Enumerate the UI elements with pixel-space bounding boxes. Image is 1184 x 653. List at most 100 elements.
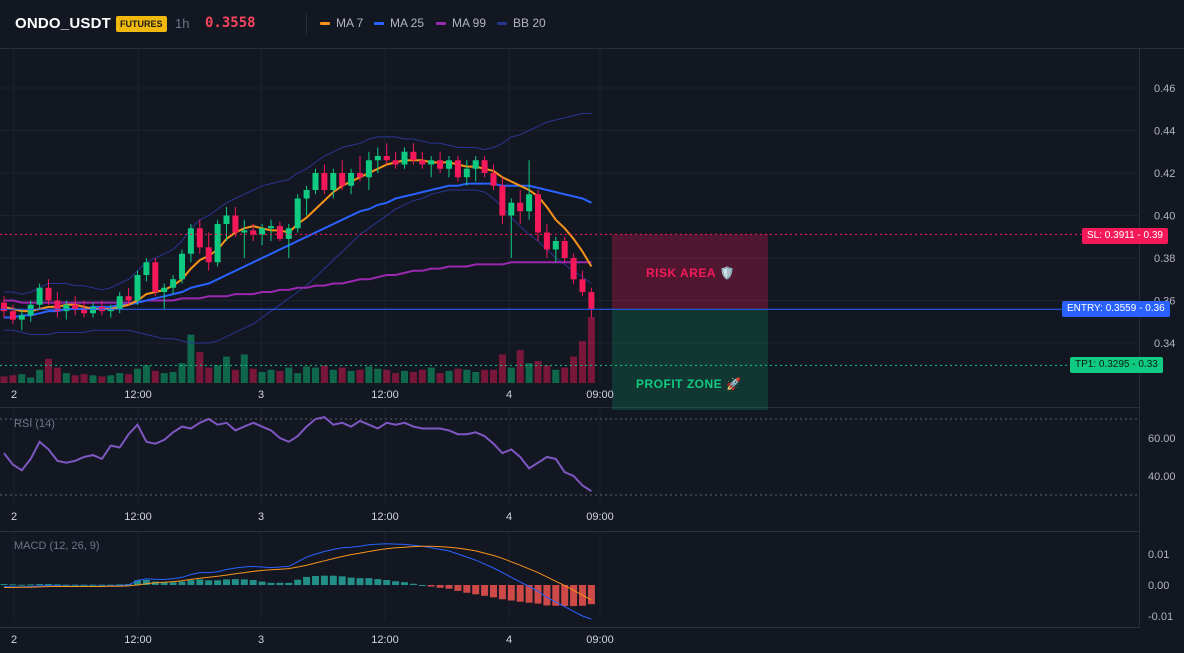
bb-lower-line — [4, 189, 592, 344]
candle — [339, 160, 346, 190]
time-tick-label: 12:00 — [371, 634, 399, 646]
macd-histogram-bar — [249, 580, 257, 585]
legend-bb20[interactable]: BB 20 — [497, 16, 546, 30]
macd-histogram-bar — [267, 582, 275, 585]
volume-bar — [303, 366, 311, 383]
volume-bar — [45, 358, 52, 383]
candle-body — [143, 262, 150, 275]
macd-histogram-bar — [409, 583, 417, 585]
volume-bar — [27, 377, 35, 383]
candle-body — [383, 156, 390, 161]
time-tick-label: 09:00 — [586, 634, 614, 646]
macd-histogram-bar — [53, 584, 61, 586]
candle — [268, 219, 274, 241]
macd-histogram-bar — [481, 585, 489, 596]
candle-body — [419, 160, 426, 165]
volume-bar — [142, 365, 150, 383]
volume-bar — [276, 370, 284, 383]
volume-bar — [178, 363, 186, 383]
candle — [410, 143, 417, 165]
macd-histogram-bar — [365, 578, 373, 585]
candle-body — [365, 160, 372, 178]
time-tick-label: 2 — [11, 389, 17, 401]
macd-histogram-bar — [401, 582, 408, 585]
candle-body — [187, 228, 194, 254]
trade-zones — [612, 234, 768, 410]
time-tick-label: 2 — [11, 634, 17, 646]
time-tick-label: 3 — [258, 634, 264, 646]
candle-body — [303, 190, 310, 199]
volume-bar — [169, 372, 177, 383]
macd-histogram-bar — [356, 578, 364, 585]
macd-title: MACD (12, 26, 9) — [14, 540, 100, 552]
candle — [348, 168, 355, 195]
tp1-price-tag[interactable]: TP1: 0.3295 - 0.33 — [1070, 357, 1163, 373]
candle-body — [463, 168, 470, 178]
candle — [143, 258, 150, 282]
candle-body — [437, 160, 444, 169]
candle-body — [508, 202, 515, 216]
macd-histogram-bar — [285, 582, 293, 585]
candle — [170, 275, 177, 295]
symbol-name[interactable]: ONDO_USDT — [15, 15, 111, 32]
macd-histogram-bar — [516, 585, 524, 602]
candle-body — [36, 287, 43, 305]
candle — [552, 236, 559, 263]
candle-body — [543, 232, 550, 250]
candle — [535, 190, 541, 241]
macd-histogram-bar — [160, 582, 168, 585]
candle-body — [374, 156, 381, 161]
volume-bar — [579, 341, 586, 383]
volume-bar — [151, 370, 159, 383]
candle — [419, 151, 426, 169]
legend-ma25[interactable]: MA 25 — [374, 16, 424, 30]
entry-price-tag[interactable]: ENTRY: 0.3559 - 0.36 — [1062, 301, 1170, 317]
candle — [526, 160, 533, 220]
rsi-title: RSI (14) — [14, 418, 55, 430]
candle-body — [454, 160, 461, 178]
price-tick-label: 0.44 — [1154, 126, 1175, 138]
timeframe-label[interactable]: 1h — [175, 16, 190, 31]
time-tick-label: 12:00 — [371, 511, 399, 523]
profit-zone-box — [612, 309, 768, 410]
macd-histogram-bar — [231, 579, 239, 585]
volume-bar — [401, 370, 408, 383]
candle — [276, 221, 283, 241]
volume-bar — [258, 372, 266, 383]
legend-ma25-label: MA 25 — [390, 16, 425, 30]
candle-body — [81, 309, 88, 314]
candle-body — [232, 215, 239, 233]
candle — [365, 151, 372, 190]
candles[interactable] — [1, 143, 595, 331]
candle-body — [401, 151, 408, 165]
sl-price-tag[interactable]: SL: 0.3911 - 0.39 — [1082, 228, 1168, 244]
volume-bar — [62, 373, 70, 383]
candle — [36, 283, 43, 309]
candle-body — [268, 226, 274, 229]
candle-body — [241, 230, 248, 233]
volume-bar — [383, 369, 391, 383]
macd-histogram-bar — [320, 575, 328, 585]
legend-ma99[interactable]: MA 99 — [436, 16, 486, 30]
volume-bar — [481, 369, 489, 383]
volume-bar — [392, 373, 400, 383]
candle — [508, 198, 515, 258]
macd-histogram-bar — [134, 580, 141, 585]
time-tick-label: 3 — [258, 511, 264, 523]
volume-bar — [436, 373, 444, 383]
candle-body — [499, 185, 506, 216]
grid-lines — [0, 49, 1140, 620]
time-tick-label: 4 — [506, 511, 512, 523]
macd-histogram-bar — [534, 585, 542, 604]
volume-bar — [338, 367, 346, 383]
candle-body — [526, 194, 533, 212]
legend-ma7[interactable]: MA 7 — [320, 16, 363, 30]
volume-bar — [134, 368, 141, 383]
candle-body — [116, 296, 123, 309]
candle-body — [588, 292, 595, 310]
macd-histogram-bar — [142, 580, 150, 585]
candle-body — [27, 304, 34, 316]
candle — [294, 194, 301, 233]
candle-body — [312, 173, 319, 190]
